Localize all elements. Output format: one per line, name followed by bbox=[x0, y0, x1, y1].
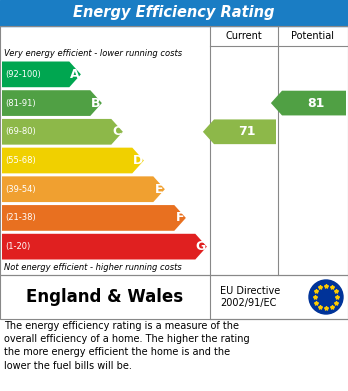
Text: 71: 71 bbox=[238, 125, 256, 138]
Text: E: E bbox=[155, 183, 164, 196]
Polygon shape bbox=[2, 61, 81, 87]
Text: A: A bbox=[70, 68, 80, 81]
Bar bbox=[0, 275, 348, 319]
Polygon shape bbox=[2, 148, 144, 173]
Text: Not energy efficient - higher running costs: Not energy efficient - higher running co… bbox=[4, 264, 182, 273]
Bar bbox=[0, 26, 348, 275]
Polygon shape bbox=[271, 91, 346, 115]
Polygon shape bbox=[203, 119, 276, 144]
Text: England & Wales: England & Wales bbox=[26, 288, 183, 306]
Text: B: B bbox=[92, 97, 101, 109]
Text: (81-91): (81-91) bbox=[5, 99, 35, 108]
Bar bbox=[0, 0, 348, 26]
Text: EU Directive
2002/91/EC: EU Directive 2002/91/EC bbox=[220, 286, 280, 308]
Text: (55-68): (55-68) bbox=[5, 156, 36, 165]
Text: 81: 81 bbox=[307, 97, 325, 109]
Text: Current: Current bbox=[226, 31, 262, 41]
Circle shape bbox=[309, 280, 343, 314]
Text: G: G bbox=[196, 240, 206, 253]
Polygon shape bbox=[2, 90, 102, 116]
Text: F: F bbox=[176, 212, 185, 224]
Text: C: C bbox=[113, 125, 122, 138]
Text: (21-38): (21-38) bbox=[5, 213, 36, 222]
Polygon shape bbox=[2, 176, 165, 202]
Text: (1-20): (1-20) bbox=[5, 242, 30, 251]
Text: The energy efficiency rating is a measure of the
overall efficiency of a home. T: The energy efficiency rating is a measur… bbox=[4, 321, 250, 371]
Text: Potential: Potential bbox=[292, 31, 334, 41]
Polygon shape bbox=[2, 119, 123, 145]
Text: Very energy efficient - lower running costs: Very energy efficient - lower running co… bbox=[4, 48, 182, 57]
Text: Energy Efficiency Rating: Energy Efficiency Rating bbox=[73, 5, 275, 20]
Text: (39-54): (39-54) bbox=[5, 185, 35, 194]
Polygon shape bbox=[2, 234, 207, 260]
Polygon shape bbox=[2, 205, 186, 231]
Text: (69-80): (69-80) bbox=[5, 127, 36, 136]
Text: D: D bbox=[133, 154, 143, 167]
Text: (92-100): (92-100) bbox=[5, 70, 41, 79]
